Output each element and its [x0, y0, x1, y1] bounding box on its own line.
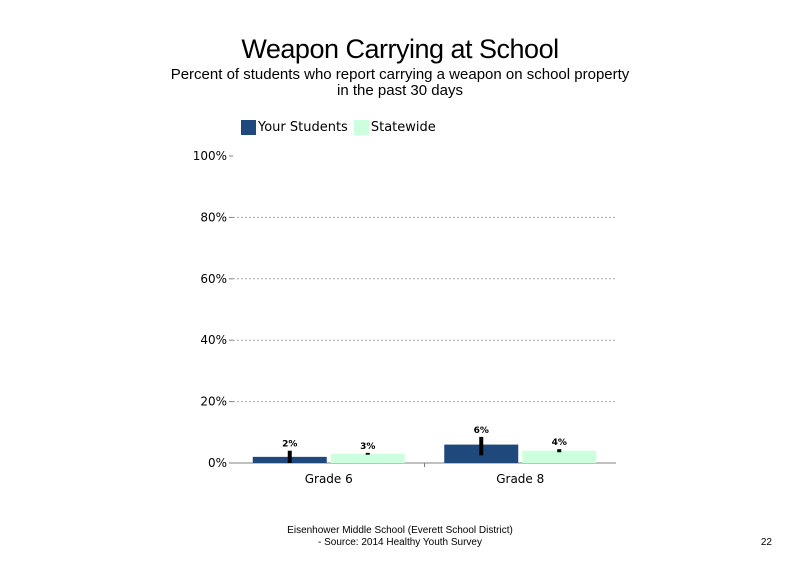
legend-label-statewide: Statewide	[370, 119, 436, 135]
y-tick-label: 0%	[208, 456, 227, 470]
data-label: 4%	[552, 438, 567, 448]
footer-source: - Source: 2014 Healthy Youth Survey	[318, 537, 482, 548]
legend-swatch-statewide	[353, 119, 369, 135]
bar-your-students	[444, 444, 519, 463]
x-tick-label: Grade 6	[305, 472, 353, 486]
chart-title: Weapon Carrying at School	[241, 34, 559, 64]
y-tick-label: 100%	[193, 149, 227, 163]
bar-statewide	[330, 453, 405, 463]
legend-label-your-students: Your Students	[258, 119, 348, 135]
legend-swatch-your-students	[241, 119, 256, 135]
footer: Eisenhower Middle School (Everett School…	[200, 525, 600, 549]
bar-your-students	[252, 456, 327, 463]
legend-item-statewide: Statewide	[353, 119, 436, 135]
bar-statewide	[522, 450, 597, 463]
y-tick-label: 20%	[200, 395, 227, 409]
data-label: 2%	[282, 440, 297, 450]
footer-school: Eisenhower Middle School (Everett School…	[287, 525, 513, 536]
x-tick-label: Grade 8	[496, 472, 544, 486]
y-tick-label: 80%	[200, 210, 227, 224]
legend-item-your-students: Your Students	[241, 119, 348, 135]
page-number: 22	[760, 537, 772, 548]
y-tick-label: 60%	[200, 272, 227, 286]
legend: Your Students Statewide	[241, 118, 442, 136]
y-tick-label: 40%	[200, 333, 227, 347]
chart-subtitle: Percent of students who report carrying …	[170, 67, 630, 99]
data-label: 6%	[474, 426, 489, 436]
data-label: 3%	[360, 442, 375, 452]
